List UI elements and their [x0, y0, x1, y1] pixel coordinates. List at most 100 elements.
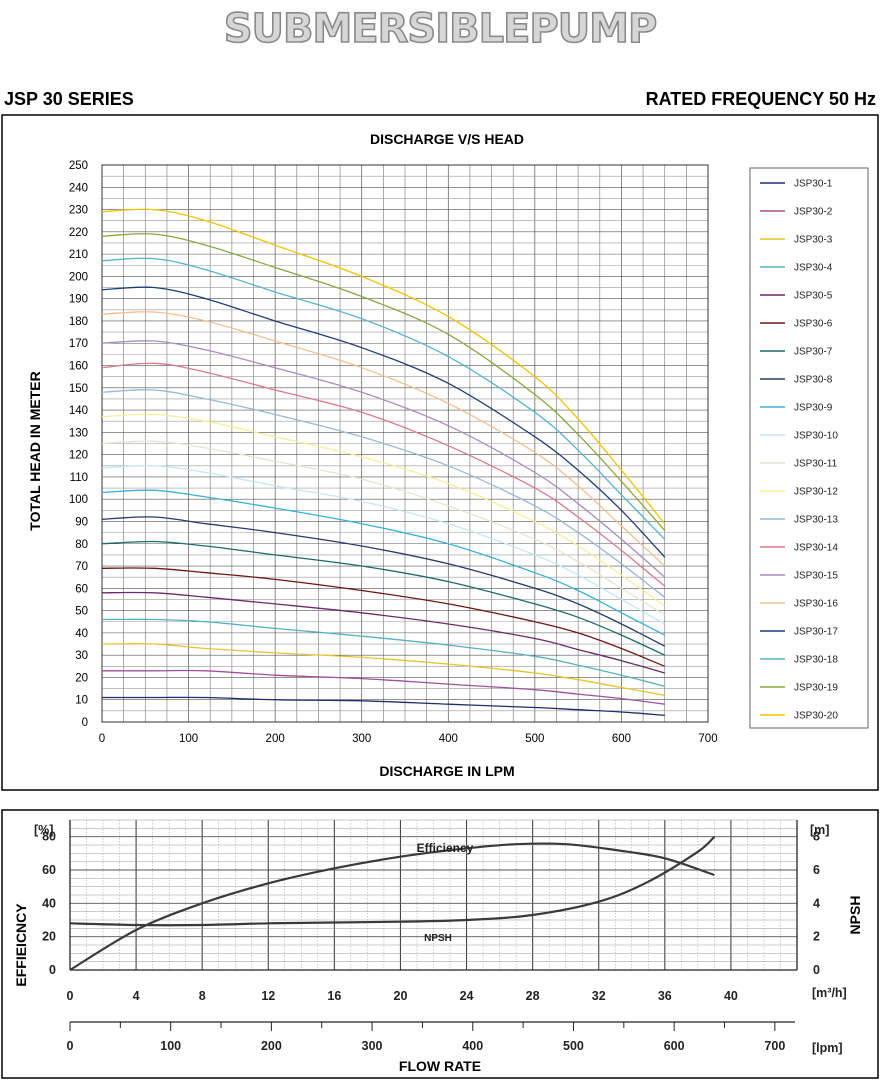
series-line-npsh [69, 835, 716, 927]
flow-m3h-tick-label: 16 [327, 989, 341, 1003]
flow-m3h-tick-label: 28 [526, 989, 540, 1003]
series-line-jsp30-19 [101, 233, 666, 531]
y-tick-label: 240 [69, 182, 88, 194]
y-tick-label: 190 [69, 294, 88, 306]
flow-lpm-tick-label: 200 [261, 1039, 282, 1053]
head-chart-frame [1, 114, 879, 791]
y-tick-label: 150 [69, 383, 88, 395]
x-tick-label: 700 [698, 733, 717, 745]
flow-m3h-tick-label: 36 [658, 989, 672, 1003]
x-tick-label: 100 [179, 733, 198, 745]
y-tick-label: 160 [69, 361, 88, 373]
series-line-jsp30-3 [101, 643, 665, 696]
x-unit-label: [m³/h] [812, 986, 847, 1000]
legend-label: JSP30-13 [794, 515, 838, 526]
npsh-curve-label: NPSH [424, 933, 452, 944]
y-tick-label: 20 [75, 672, 88, 684]
legend-label: JSP30-16 [794, 599, 838, 610]
y-tick-label: 40 [75, 628, 88, 640]
head-chart-title: DISCHARGE V/S HEAD [370, 131, 524, 147]
efficiency-tick-label: 0 [49, 963, 56, 977]
efficiency-axis-label: EFFIEICNCY [13, 903, 29, 987]
series-line-jsp30-20 [101, 208, 666, 525]
legend-label: JSP30-9 [794, 403, 833, 414]
y-tick-label: 100 [69, 494, 88, 506]
legend-label: JSP30-7 [794, 347, 833, 358]
efficiency-tick-label: 40 [42, 896, 56, 910]
series-line-jsp30-10 [101, 464, 666, 625]
y-tick-label: 210 [69, 249, 88, 261]
npsh-tick-label: 0 [813, 963, 820, 977]
series-line-jsp30-16 [101, 311, 666, 567]
series-line-jsp30-12 [101, 413, 666, 607]
efficiency-chart-frame [1, 809, 879, 1079]
series-line-jsp30-11 [101, 440, 666, 616]
left-unit-label: [%] [34, 823, 53, 837]
npsh-tick-label: 8 [813, 830, 820, 844]
series-line-jsp30-1 [102, 696, 665, 716]
y-tick-label: 140 [69, 405, 88, 417]
y-tick-label: 250 [69, 160, 88, 172]
x-tick-label: 300 [352, 733, 371, 745]
flow-m3h-tick-label: 0 [67, 989, 74, 1003]
head-chart-xlabel: DISCHARGE IN LPM [379, 763, 514, 779]
efficiency-chart-series [69, 835, 716, 971]
legend-label: JSP30-4 [794, 263, 833, 274]
flow-m3h-tick-label: 12 [261, 989, 275, 1003]
x2-unit-label: [lpm] [812, 1041, 843, 1055]
npsh-axis-label: NPSH [847, 896, 863, 935]
head-chart-legend-items: JSP30-1 JSP30-2 JSP30-3 JSP30-4 JSP30-5 JSP30… [760, 179, 838, 722]
head-chart-legend [749, 167, 869, 729]
y-tick-label: 60 [75, 583, 88, 595]
series-title: JSP 30 SERIES [4, 89, 134, 109]
series-line-efficiency [69, 842, 715, 971]
x-tick-label: 500 [525, 733, 544, 745]
series-line-jsp30-6 [101, 567, 665, 667]
y-tick-label: 200 [69, 271, 88, 283]
head-chart-ticks: 0 100 200 300 400 500 600 700 0 10 20 30 40 50 60 70 80 9… [69, 160, 718, 745]
legend-label: JSP30-1 [794, 179, 833, 190]
series-line-jsp30-8 [101, 516, 665, 647]
series-line-jsp30-4 [101, 618, 665, 688]
flow-lpm-tick-label: 0 [67, 1039, 74, 1053]
legend-label: JSP30-3 [794, 235, 833, 246]
head-chart-grid [101, 164, 709, 723]
y-tick-label: 230 [69, 205, 88, 217]
y-tick-label: 50 [75, 606, 88, 618]
series-line-jsp30-2 [101, 669, 665, 705]
y-tick-label: 170 [69, 338, 88, 350]
legend-label: JSP30-8 [794, 375, 833, 386]
legend-label: JSP30-2 [794, 207, 833, 218]
flow-lpm-tick-label: 500 [563, 1039, 584, 1053]
right-unit-label: [m] [810, 823, 829, 837]
legend-label: JSP30-15 [794, 571, 838, 582]
legend-label: JSP30-10 [794, 431, 838, 442]
series-line-jsp30-13 [101, 389, 666, 598]
y-tick-label: 120 [69, 450, 88, 462]
x-tick-label: 0 [99, 733, 105, 745]
series-line-jsp30-18 [101, 257, 666, 540]
y-tick-label: 80 [75, 539, 88, 551]
head-chart-ylabel: TOTAL HEAD IN METER [27, 371, 43, 530]
series-line-jsp30-14 [101, 362, 666, 587]
y-tick-label: 180 [69, 316, 88, 328]
legend-label: JSP30-18 [794, 655, 838, 666]
y-tick-label: 10 [75, 695, 88, 707]
flow-m3h-tick-label: 32 [592, 989, 606, 1003]
flow-m3h-tick-label: 8 [199, 989, 206, 1003]
y-tick-label: 90 [75, 516, 88, 528]
npsh-tick-label: 2 [813, 930, 820, 944]
series-line-jsp30-5 [101, 591, 665, 674]
flow-rate-label: FLOW RATE [399, 1058, 481, 1074]
series-line-jsp30-7 [101, 540, 665, 656]
efficiency-tick-label: 80 [42, 830, 56, 844]
banner-title: SUBMERSIBLEPUMP [224, 6, 657, 52]
flow-m3h-tick-label: 40 [724, 989, 738, 1003]
y-tick-label: 220 [69, 227, 88, 239]
legend-label: JSP30-14 [794, 543, 838, 554]
efficiency-curve-label: Efficiency [417, 841, 474, 855]
y-tick-label: 110 [70, 472, 88, 484]
legend-label: JSP30-19 [794, 683, 838, 694]
